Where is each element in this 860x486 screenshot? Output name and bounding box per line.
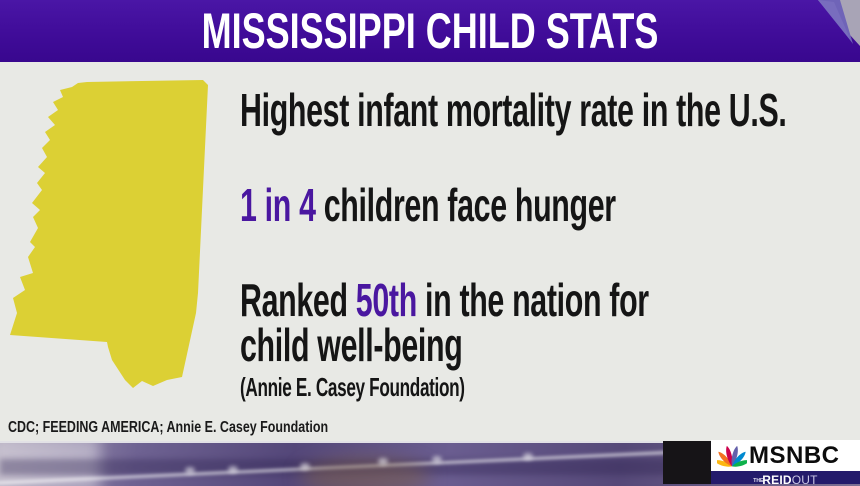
ticker-light-dot [378,458,388,465]
msnbc-wordmark: MSNBC [749,442,840,469]
ticker-light-dot [432,456,442,463]
stat-hunger-highlight: 1 in 4 [240,179,316,231]
mississippi-state-shape [10,80,208,388]
page-title: MISSISSIPPI CHILD STATS [201,3,659,59]
stat-wellbeing-pre: Ranked [240,274,356,326]
ticker-blur-blob [300,457,430,486]
ticker-light-dot [185,467,195,474]
nbc-peacock-icon [717,445,747,467]
reidout-show-strip: THEREIDOUT [711,471,860,484]
ticker-light-dot [523,453,533,460]
main-graphic-area: Highest infant mortality rate in the U.S… [0,62,860,441]
page-curl-decoration [818,0,860,46]
ticker-light-dot [300,463,310,470]
stat-hunger: 1 in 4 children face hunger [240,182,616,228]
reidout-reid: REID [762,473,792,484]
reidout-out: OUT [791,473,818,484]
title-banner: MISSISSIPPI CHILD STATS [0,0,860,62]
stat-wellbeing-rest: in the nation for [416,274,649,326]
bug-shadow-block [663,441,711,484]
stat-infant-text: Highest infant mortality rate in the U.S… [240,84,787,136]
stat-hunger-rest: children face hunger [315,179,616,231]
mississippi-map [10,80,208,388]
ticker-light-dot [228,466,238,473]
msnbc-logo: MSNBC [711,440,860,471]
reidout-logo: THEREIDOUT [753,473,817,484]
stat-wellbeing-line1: Ranked 50th in the nation for [240,277,649,323]
stat-wellbeing: Ranked 50th in the nation for child well… [240,277,649,402]
stat-infant-mortality: Highest infant mortality rate in the U.S… [240,87,787,133]
stat-wellbeing-line2: child well-being [240,319,463,371]
reidout-the: THE [753,478,764,484]
stat-wellbeing-highlight: 50th [355,274,417,326]
stat-wellbeing-note: (Annie E. Casey Foundation) [240,372,465,402]
source-attribution: CDC; FEEDING AMERICA; Annie E. Casey Fou… [8,419,329,436]
